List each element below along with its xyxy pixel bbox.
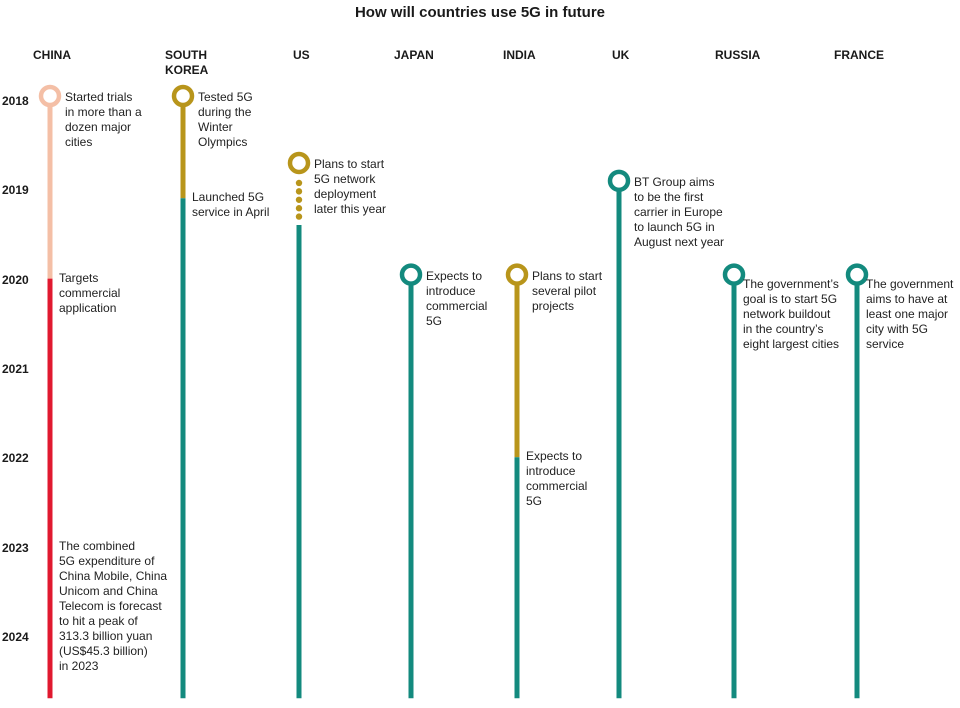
event-note-france-0: The government aims to have at least one… (866, 276, 954, 351)
timeline-dot-us-4 (295, 205, 303, 212)
event-note-china-2: The combined 5G expenditure of China Mob… (59, 538, 168, 673)
year-label-2021: 2021 (2, 361, 29, 376)
year-label-2023: 2023 (2, 540, 29, 555)
event-note-south-korea-0: Tested 5G during the Winter Olympics (198, 90, 253, 149)
year-label-2020: 2020 (2, 272, 29, 287)
event-note-india-1: Expects to introduce commercial 5G (526, 449, 588, 509)
start-marker-india (505, 263, 529, 286)
country-header-uk: UK (612, 48, 630, 62)
country-header-japan: JAPAN (394, 48, 434, 62)
year-label-2019: 2019 (2, 183, 29, 198)
country-header-us: US (293, 48, 310, 62)
country-header-south-korea: SOUTH KOREA (165, 48, 209, 77)
start-marker-china (38, 84, 62, 108)
country-header-russia: RUSSIA (715, 48, 761, 62)
timeline-dot-us-2 (295, 188, 303, 195)
event-note-south-korea-1: Launched 5G service in April (192, 190, 270, 220)
timeline-dot-us-1 (295, 179, 303, 187)
event-note-china-1: Targets commercial application (59, 270, 121, 315)
country-header-china: CHINA (33, 48, 71, 62)
year-label-2024: 2024 (2, 629, 29, 644)
start-marker-south-korea (171, 84, 195, 108)
chart-title: How will countries use 5G in future (354, 4, 606, 21)
event-note-us-0: Plans to start 5G network deployment lat… (314, 156, 387, 216)
start-marker-us (287, 151, 311, 175)
event-note-russia-0: The government’s goal is to start 5G net… (743, 276, 840, 351)
event-note-uk-0: BT Group aims to be the first carrier in… (634, 174, 725, 249)
year-label-2022: 2022 (2, 451, 29, 466)
event-note-japan-0: Expects to introduce commercial 5G (426, 268, 488, 328)
country-header-india: INDIA (503, 48, 536, 62)
start-marker-japan (399, 263, 423, 286)
event-note-china-0: Started trials in more than a dozen majo… (65, 90, 142, 149)
year-label-2018: 2018 (2, 94, 29, 108)
country-header-france: FRANCE (834, 48, 884, 62)
start-marker-russia (722, 263, 746, 286)
timeline-dot-us-3 (295, 196, 303, 203)
start-marker-france (845, 263, 869, 286)
timeline-dot-us-5 (295, 213, 303, 220)
start-marker-uk (607, 169, 631, 193)
event-note-india-0: Plans to start several pilot projects (532, 268, 603, 313)
